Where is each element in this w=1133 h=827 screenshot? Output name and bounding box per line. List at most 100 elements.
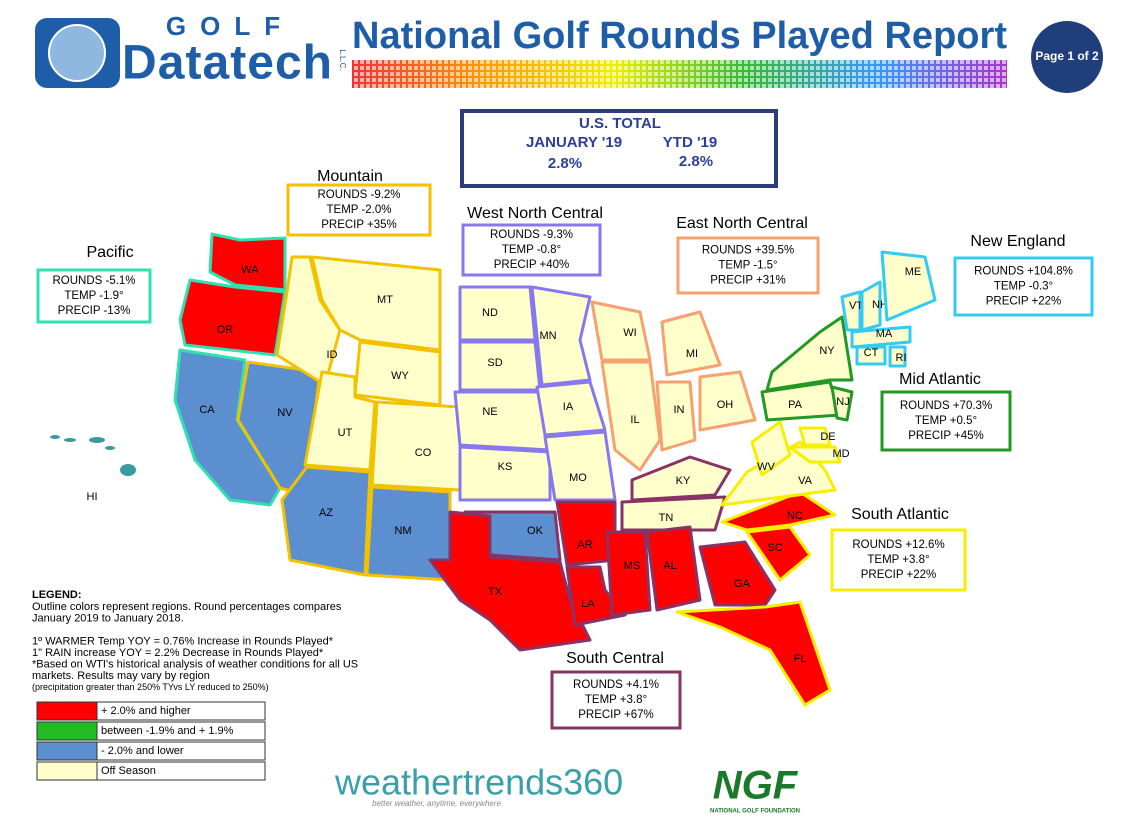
region-box bbox=[953, 256, 1094, 317]
legend-label: between -1.9% and + 1.9% bbox=[101, 725, 234, 737]
state-label: AZ bbox=[319, 507, 333, 519]
state-shape bbox=[880, 250, 937, 322]
logo-top: GOLF bbox=[166, 11, 294, 41]
state-shape bbox=[605, 530, 652, 617]
region-box bbox=[286, 183, 432, 237]
state-label: MN bbox=[539, 330, 556, 342]
island-shape bbox=[64, 438, 76, 442]
state-label: TX bbox=[488, 586, 503, 598]
state-label: MS bbox=[624, 560, 641, 572]
state-shape bbox=[698, 370, 757, 432]
region-stat: TEMP +0.5° bbox=[915, 415, 977, 427]
legend-cell bbox=[96, 741, 266, 761]
ngf-sub: NATIONAL GOLF FOUNDATION bbox=[710, 809, 800, 815]
state-shape bbox=[850, 325, 912, 349]
wt-logo: weathertrends360 bbox=[334, 762, 623, 803]
region-stat: PRECIP +22% bbox=[861, 569, 937, 581]
legend: Outline colors represent regions. Round … bbox=[32, 601, 358, 781]
region-stat: TEMP -0.8° bbox=[502, 244, 561, 256]
state-label: AL bbox=[663, 560, 676, 572]
region-name: West North Central bbox=[467, 205, 603, 222]
state-label: FL bbox=[794, 653, 807, 665]
state-shape bbox=[788, 445, 842, 464]
island-shape bbox=[120, 464, 136, 476]
state-shape bbox=[453, 390, 552, 452]
state-shape bbox=[888, 345, 907, 368]
region-name: East North Central bbox=[676, 215, 808, 232]
region-stat: TEMP -2.0% bbox=[327, 204, 392, 216]
month-label: JANUARY '19 bbox=[526, 134, 622, 151]
region-stat: TEMP -1.9° bbox=[64, 290, 123, 302]
state-label: TN bbox=[659, 512, 674, 524]
state-label: GA bbox=[734, 578, 751, 590]
legend-heading: LEGEND: bbox=[32, 589, 82, 601]
state-label: KS bbox=[498, 461, 513, 473]
state-label: OH bbox=[717, 399, 734, 411]
state-label: WV bbox=[757, 461, 775, 473]
state-label: NY bbox=[819, 345, 835, 357]
state-label: KY bbox=[676, 475, 691, 487]
state-label: IA bbox=[563, 401, 574, 413]
state-shape bbox=[590, 300, 652, 362]
region-stat: TEMP +3.8° bbox=[585, 694, 647, 706]
region-stat: ROUNDS -5.1% bbox=[52, 275, 135, 287]
state-shape bbox=[660, 310, 722, 377]
region-stat: PRECIP +45% bbox=[908, 430, 984, 442]
legend-swatch bbox=[36, 761, 98, 781]
region-box bbox=[461, 223, 602, 277]
legend-label: - 2.0% and lower bbox=[101, 745, 184, 757]
region-stat: TEMP -0.3° bbox=[994, 281, 1053, 293]
page-badge bbox=[1031, 21, 1103, 93]
region-name: New England bbox=[970, 233, 1065, 250]
state-label: NJ bbox=[836, 396, 849, 408]
state-label: LA bbox=[581, 598, 595, 610]
state-label: DE bbox=[820, 431, 835, 443]
region-stat: ROUNDS -9.2% bbox=[317, 189, 400, 201]
state-label: WI bbox=[623, 327, 636, 339]
legend-note: markets. Results may vary by region bbox=[32, 670, 210, 682]
state-label: RI bbox=[896, 352, 907, 364]
state-label: SC bbox=[767, 542, 782, 554]
region-box bbox=[830, 528, 967, 592]
region-name: Mid Atlantic bbox=[899, 371, 981, 388]
region-stat: ROUNDS +4.1% bbox=[573, 679, 659, 691]
state-label: CA bbox=[199, 404, 215, 416]
state-label: SD bbox=[487, 357, 502, 369]
state-shape bbox=[860, 280, 882, 332]
ytd-value: 2.8% bbox=[679, 153, 713, 170]
state-label: VT bbox=[849, 300, 863, 312]
state-shape bbox=[173, 348, 282, 507]
region-box bbox=[880, 390, 1012, 452]
ytd-label: YTD '19 bbox=[663, 134, 717, 151]
region-stat: ROUNDS +104.8% bbox=[974, 266, 1073, 278]
region-stat: TEMP +3.8° bbox=[867, 554, 929, 566]
state-label: NV bbox=[277, 407, 293, 419]
state-shape bbox=[675, 600, 832, 707]
state-label: NM bbox=[394, 525, 411, 537]
ngf-logo: NGF bbox=[713, 764, 799, 808]
state-shape bbox=[798, 426, 832, 447]
state-shape bbox=[275, 255, 342, 387]
legend-label: + 2.0% and higher bbox=[101, 705, 191, 717]
island-shape bbox=[50, 435, 60, 439]
state-label: NC bbox=[787, 510, 803, 522]
state-label: VA bbox=[798, 475, 813, 487]
logo-side: L.L.C. bbox=[338, 49, 347, 70]
total-heading: U.S. TOTAL bbox=[579, 115, 661, 132]
region-stat: PRECIP +67% bbox=[578, 709, 654, 721]
region-stat: PRECIP +40% bbox=[494, 259, 570, 271]
region-box bbox=[36, 268, 152, 324]
state-shape bbox=[645, 525, 702, 612]
state-shape bbox=[750, 420, 792, 477]
title-banner-dots bbox=[352, 60, 1007, 88]
state-label: OR bbox=[217, 324, 234, 336]
region-layer: Pacific ROUNDS -5.1% TEMP -1.9° PRECIP -13%… bbox=[36, 168, 1094, 730]
island-shape bbox=[89, 437, 105, 443]
legend-cell bbox=[96, 721, 266, 741]
legend-note: 1" RAIN increase YOY = 2.2% Decrease in … bbox=[32, 647, 324, 659]
state-shape bbox=[745, 525, 812, 582]
state-label: PA bbox=[788, 399, 803, 411]
state-label: ND bbox=[482, 307, 498, 319]
state-label: HI bbox=[87, 491, 98, 503]
